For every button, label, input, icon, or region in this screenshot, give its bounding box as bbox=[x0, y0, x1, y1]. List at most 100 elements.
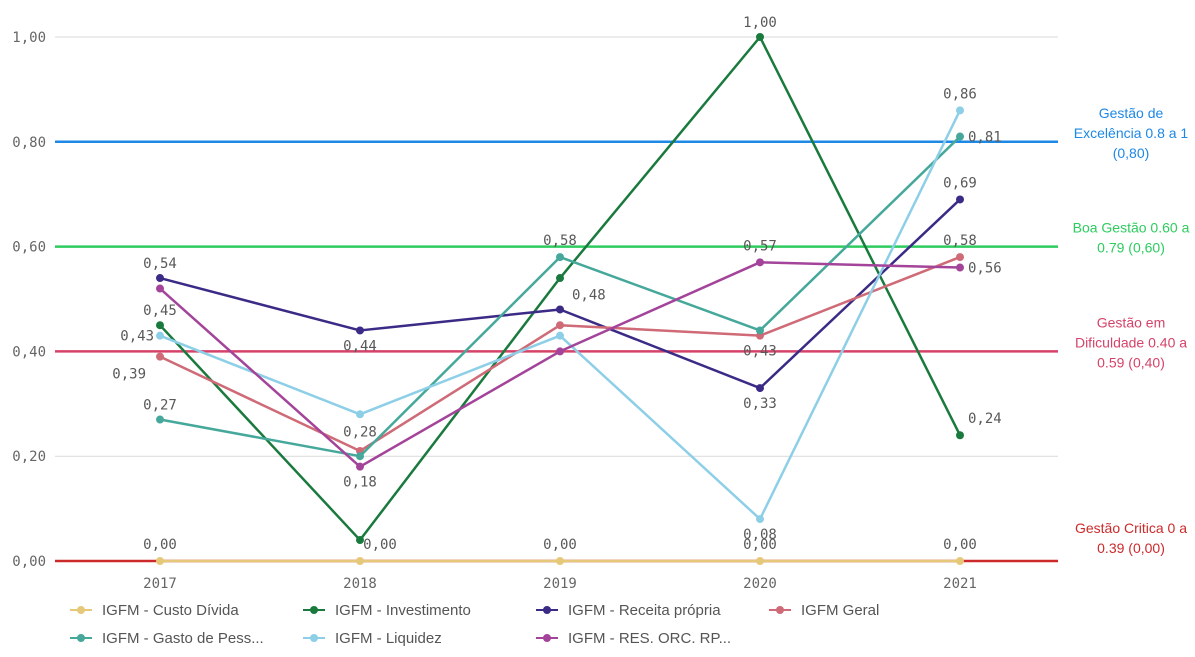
data-label: 0,18 bbox=[343, 475, 377, 491]
legend-item[interactable]: IGFM - RES. ORC. RP... bbox=[536, 628, 731, 648]
data-point[interactable] bbox=[956, 253, 964, 261]
data-label: 0,58 bbox=[943, 233, 977, 249]
data-label: 0,00 bbox=[143, 537, 177, 553]
data-point[interactable] bbox=[956, 264, 964, 272]
data-point[interactable] bbox=[756, 258, 764, 266]
reference-line-label: (0,80) bbox=[1113, 145, 1150, 161]
y-tick-label: 1,00 bbox=[12, 30, 46, 46]
data-point[interactable] bbox=[756, 33, 764, 41]
series-group bbox=[156, 33, 964, 565]
reference-line-label: 0.39 (0,00) bbox=[1097, 540, 1165, 556]
data-point[interactable] bbox=[956, 557, 964, 565]
data-point[interactable] bbox=[756, 384, 764, 392]
data-point[interactable] bbox=[156, 416, 164, 424]
x-tick-label: 2021 bbox=[943, 576, 977, 592]
data-label: 0,08 bbox=[743, 527, 777, 543]
series-line[interactable] bbox=[160, 110, 960, 519]
data-point[interactable] bbox=[156, 274, 164, 282]
legend-item[interactable]: IGFM - Investimento bbox=[303, 600, 471, 620]
x-tick-label: 2018 bbox=[343, 576, 377, 592]
legend-label: IGFM Geral bbox=[801, 602, 879, 619]
data-label: 0,24 bbox=[968, 411, 1002, 427]
legend-label: IGFM - Receita própria bbox=[568, 602, 721, 619]
series-line[interactable] bbox=[160, 199, 960, 388]
line-chart: 0,000,200,400,600,801,00 2017 2018 2019 202… bbox=[0, 0, 1195, 600]
legend-label: IGFM - Liquidez bbox=[335, 630, 442, 647]
data-point[interactable] bbox=[756, 515, 764, 523]
data-point[interactable] bbox=[356, 452, 364, 460]
data-label: 0,54 bbox=[143, 256, 177, 272]
data-label: 0,81 bbox=[968, 130, 1002, 146]
y-tick-label: 0,40 bbox=[12, 344, 46, 360]
data-point[interactable] bbox=[156, 557, 164, 565]
data-point[interactable] bbox=[556, 321, 564, 329]
data-label: 0,57 bbox=[743, 238, 777, 254]
data-point[interactable] bbox=[356, 557, 364, 565]
data-point[interactable] bbox=[556, 557, 564, 565]
data-point[interactable] bbox=[956, 106, 964, 114]
data-point[interactable] bbox=[756, 557, 764, 565]
data-label: 0,00 bbox=[543, 537, 577, 553]
legend-label: IGFM - Custo Dívida bbox=[102, 602, 239, 619]
legend-label: IGFM - RES. ORC. RP... bbox=[568, 630, 731, 647]
data-label: 0,58 bbox=[543, 233, 577, 249]
legend-label: IGFM - Investimento bbox=[335, 602, 471, 619]
data-label: 1,00 bbox=[743, 15, 777, 31]
series-line[interactable] bbox=[160, 137, 960, 457]
y-tick-label: 0,60 bbox=[12, 240, 46, 256]
x-tick-label: 2019 bbox=[543, 576, 577, 592]
legend-marker-icon bbox=[70, 604, 92, 616]
data-label: 0,86 bbox=[943, 86, 977, 102]
legend-item[interactable]: IGFM - Liquidez bbox=[303, 628, 442, 648]
data-label: 0,44 bbox=[343, 338, 377, 354]
legend-marker-icon bbox=[70, 632, 92, 644]
data-point[interactable] bbox=[356, 463, 364, 471]
data-label: 0,00 bbox=[363, 537, 397, 553]
data-label: 0,45 bbox=[143, 303, 177, 319]
series-line[interactable] bbox=[160, 37, 960, 540]
legend-marker-icon bbox=[536, 632, 558, 644]
reference-line-label: Excelência 0.8 a 1 bbox=[1074, 125, 1189, 141]
data-label: 0,43 bbox=[120, 329, 154, 345]
series-line[interactable] bbox=[160, 262, 960, 466]
data-point[interactable] bbox=[156, 321, 164, 329]
data-label: 0,27 bbox=[143, 398, 177, 414]
data-point[interactable] bbox=[156, 285, 164, 293]
data-point[interactable] bbox=[556, 332, 564, 340]
legend-marker-icon bbox=[303, 632, 325, 644]
data-point[interactable] bbox=[556, 305, 564, 313]
legend-marker-icon bbox=[536, 604, 558, 616]
legend-item[interactable]: IGFM - Gasto de Pess... bbox=[70, 628, 264, 648]
y-tick-label: 0,20 bbox=[12, 449, 46, 465]
data-point[interactable] bbox=[356, 326, 364, 334]
data-point[interactable] bbox=[156, 332, 164, 340]
data-label: 0,43 bbox=[743, 344, 777, 360]
data-label: 0,00 bbox=[943, 537, 977, 553]
x-tick-label: 2017 bbox=[143, 576, 177, 592]
reference-line-label: 0.79 (0,60) bbox=[1097, 240, 1165, 256]
data-point[interactable] bbox=[956, 431, 964, 439]
data-point[interactable] bbox=[756, 326, 764, 334]
reference-line-labels: Gestão de Excelência 0.8 a 1 (0,80) Boa Ges… bbox=[1073, 105, 1190, 556]
reference-line-label: Boa Gestão 0.60 a bbox=[1073, 220, 1190, 236]
reference-line-label: 0.59 (0,40) bbox=[1097, 354, 1165, 370]
legend-item[interactable]: IGFM - Custo Dívida bbox=[70, 600, 239, 620]
data-label: 0,69 bbox=[943, 175, 977, 191]
reference-line-label: Gestão em bbox=[1097, 314, 1165, 330]
data-label: 0,39 bbox=[112, 367, 146, 383]
data-point[interactable] bbox=[556, 253, 564, 261]
data-point[interactable] bbox=[956, 195, 964, 203]
data-label: 0,28 bbox=[343, 424, 377, 440]
reference-line-label: Gestão Critica 0 a bbox=[1075, 520, 1187, 536]
data-label: 0,33 bbox=[743, 396, 777, 412]
data-point[interactable] bbox=[356, 410, 364, 418]
data-point[interactable] bbox=[556, 274, 564, 282]
legend-marker-icon bbox=[769, 604, 791, 616]
reference-line-label: Gestão de bbox=[1099, 105, 1164, 121]
data-label: 0,56 bbox=[968, 261, 1002, 277]
data-point[interactable] bbox=[556, 347, 564, 355]
data-point[interactable] bbox=[956, 133, 964, 141]
data-point[interactable] bbox=[156, 353, 164, 361]
legend-item[interactable]: IGFM Geral bbox=[769, 600, 879, 620]
legend-item[interactable]: IGFM - Receita própria bbox=[536, 600, 721, 620]
